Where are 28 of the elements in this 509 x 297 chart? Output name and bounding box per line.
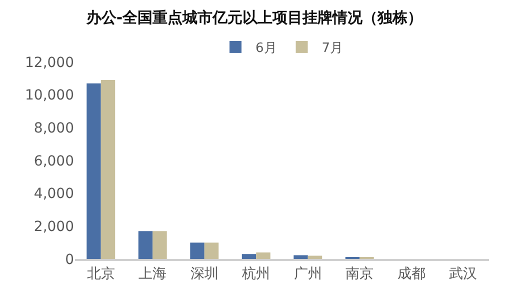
x-tick-label: 成都 [397,266,426,282]
y-tick-label: 6,000 [34,153,74,170]
y-tick-label: 8,000 [34,120,74,137]
bar [256,252,270,259]
y-tick-label: 4,000 [34,186,74,202]
y-tick-label: 12,000 [25,54,74,71]
x-tick-label: 广州 [294,266,322,282]
x-tick-label: 武汉 [449,266,478,282]
x-tick-label: 南京 [346,266,374,282]
legend-label: 6月 [256,41,277,56]
x-tick-label: 北京 [86,266,115,282]
x-tick-label: 杭州 [241,266,270,282]
y-tick-label: 2,000 [34,219,74,236]
bar [100,80,116,259]
chart-title: 办公-全国重点城市亿元以上项目挂牌情况（独栋） [85,8,423,26]
legend-label: 7月 [322,41,344,56]
bar [86,83,101,259]
bar [204,242,219,259]
x-tick-label: 深圳 [190,266,218,282]
bar [190,242,204,259]
bar [152,231,167,259]
y-tick-label: 0 [65,252,74,268]
bar [308,256,322,259]
bar [242,254,256,259]
bar [294,255,308,259]
y-tick-label: 10,000 [25,88,74,104]
x-tick-label: 上海 [138,266,167,282]
bar [138,231,153,259]
